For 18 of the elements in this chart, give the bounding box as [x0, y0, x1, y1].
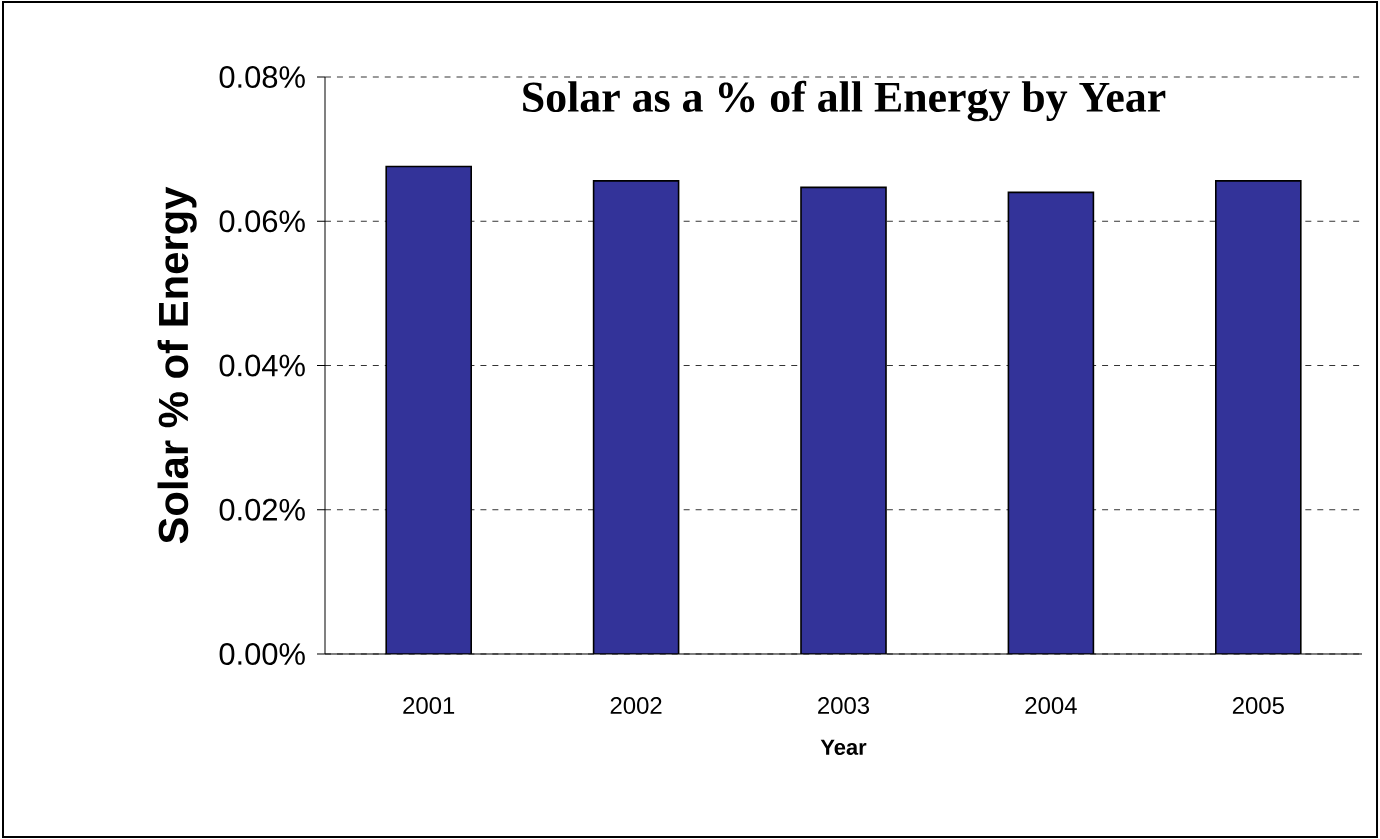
bar — [1215, 180, 1302, 654]
chart-title: Solar as a % of all Energy by Year — [523, 80, 1166, 122]
x-tick-label: 2001 — [403, 697, 455, 714]
y-tick-label: 0.08% — [219, 66, 305, 88]
x-axis-title: Year — [820, 739, 867, 755]
x-tick-label: 2003 — [818, 697, 870, 714]
bar — [385, 165, 472, 654]
x-tick-label: 2004 — [1025, 697, 1077, 714]
y-tick-label: 0.04% — [219, 354, 305, 377]
y-tick-label: 0.00% — [219, 643, 305, 665]
y-tick-label: 0.02% — [219, 498, 305, 521]
x-tick-label: 2002 — [610, 697, 662, 714]
bar — [800, 186, 887, 654]
bar — [1007, 191, 1095, 654]
y-axis-title: Solar % of Energy — [157, 186, 197, 544]
bar — [592, 180, 680, 654]
y-tick-label: 0.06% — [219, 210, 305, 233]
x-tick-label: 2005 — [1232, 697, 1284, 714]
